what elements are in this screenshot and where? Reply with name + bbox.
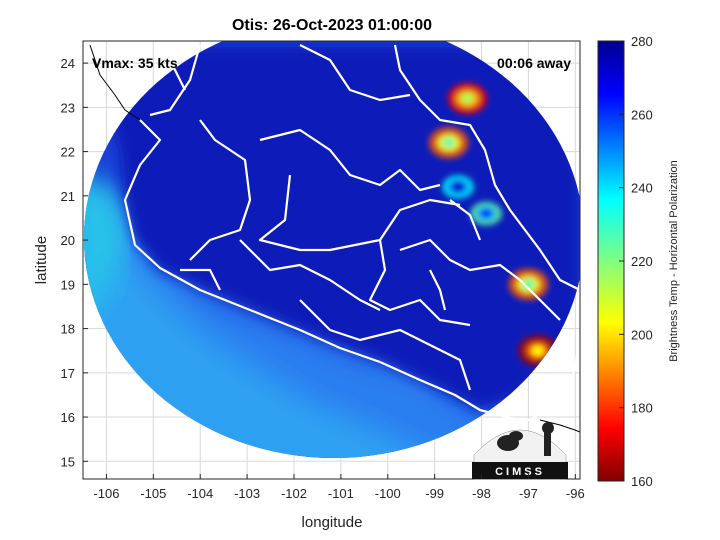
storm-center-cold-core [453, 183, 464, 191]
y-tick-label: 15 [61, 454, 75, 469]
colorbar-label: Brightness Temp - Horizontal Polarizatio… [668, 160, 680, 362]
convective-band-northeast [461, 93, 474, 104]
colorbar-tick-label: 280 [631, 34, 653, 49]
rainband-southeast [531, 345, 544, 356]
y-tick-label: 20 [61, 233, 75, 248]
x-tick-label: -101 [328, 486, 354, 501]
x-tick-label: -103 [234, 486, 260, 501]
colorbar-tick-label: 220 [631, 254, 653, 269]
y-tick-label: 24 [61, 56, 75, 71]
colorbar-tick-label: 180 [631, 401, 653, 416]
x-tick-label: -96 [566, 486, 585, 501]
colorbar-tick-label: 240 [631, 181, 653, 196]
ocean-coastal-cyan [84, 170, 125, 320]
plot-border [82, 40, 581, 480]
y-tick-label: 17 [61, 366, 75, 381]
chart-title: Otis: 26-Oct-2023 01:00:00 [232, 17, 432, 34]
y-tick-label: 16 [61, 410, 75, 425]
x-tick-label: -97 [519, 486, 538, 501]
colorbar-tick-label: 200 [631, 327, 653, 342]
convective-band-north [442, 137, 455, 148]
colorbar-tick-label: 160 [631, 474, 653, 489]
cimss-logo: CIMSS [472, 422, 568, 480]
logo-text: CIMSS [495, 466, 545, 478]
y-tick-label: 22 [61, 145, 75, 160]
state-borders [123, 44, 580, 422]
x-tick-label: -106 [93, 486, 119, 501]
x-tick-label: -99 [425, 486, 444, 501]
x-axis-ticks: -106 -105 -104 -103 -102 -101 -100 -99 -98 -97 -96 [93, 474, 585, 501]
x-tick-label: -105 [140, 486, 166, 501]
time-away-annotation: 00:06 away [497, 55, 571, 71]
x-tick-label: -102 [281, 486, 307, 501]
x-tick-label: -100 [375, 486, 401, 501]
y-tick-label: 23 [61, 100, 75, 115]
vmax-annotation: Vmax: 35 kts [92, 55, 178, 71]
colorbar-tick-label: 260 [631, 107, 653, 122]
y-axis-ticks: 15 16 17 18 19 20 21 22 23 24 [61, 56, 88, 469]
y-tick-label: 18 [61, 322, 75, 337]
y-axis-label: latitude [33, 236, 50, 284]
y-tick-label: 21 [61, 189, 75, 204]
coastline [123, 119, 580, 422]
map-boundaries [89, 44, 580, 433]
x-tick-label: -98 [472, 486, 491, 501]
gulf-coast [393, 44, 580, 291]
x-tick-label: -104 [187, 486, 213, 501]
cold-core-2 [481, 209, 492, 218]
y-tick-label: 19 [61, 277, 75, 292]
colorbar-ticks: 160 180 200 220 240 260 280 [619, 34, 653, 489]
x-axis-label: longitude [302, 514, 363, 531]
